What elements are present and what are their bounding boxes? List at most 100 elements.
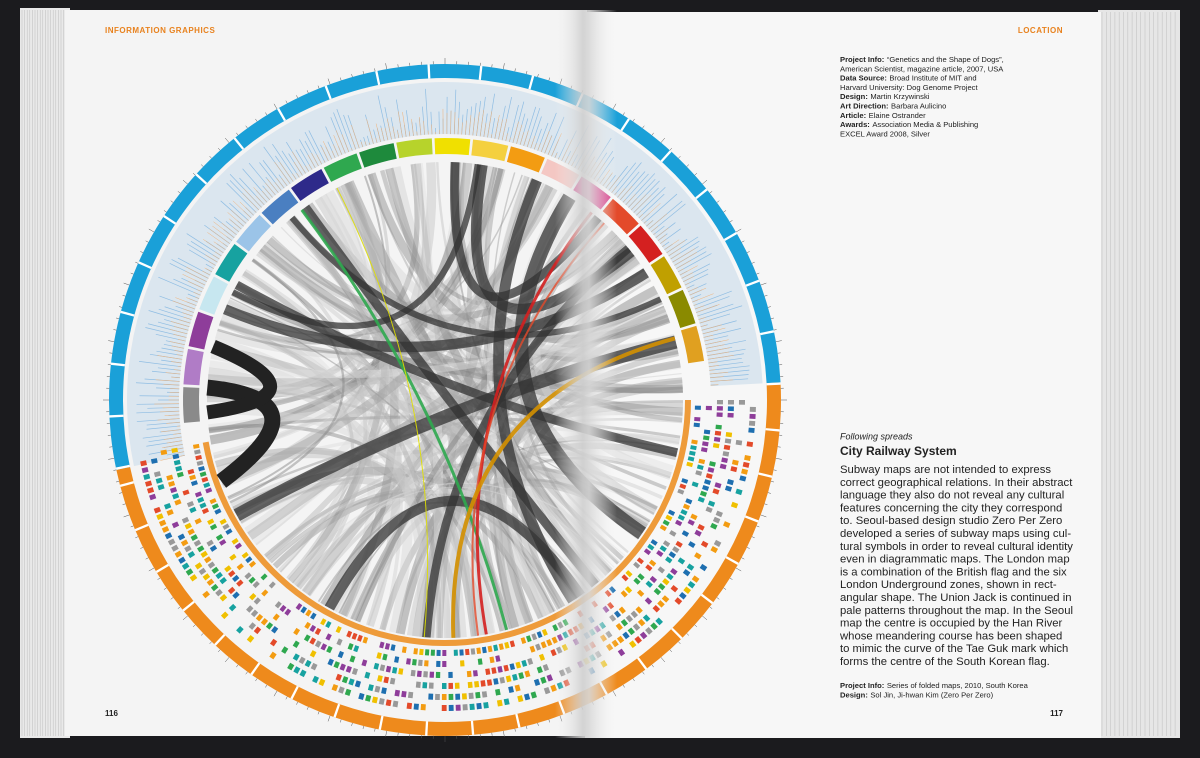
ideogram — [650, 256, 682, 295]
track-bar — [627, 627, 636, 636]
tick — [135, 536, 139, 539]
hist-orange — [351, 148, 353, 151]
hist-orange — [689, 287, 707, 296]
track-bar — [650, 539, 658, 546]
track-bar — [700, 540, 709, 548]
track-bar — [209, 498, 217, 505]
track-bar — [423, 671, 428, 678]
track-bar — [215, 534, 224, 541]
hist-orange — [322, 141, 332, 160]
track-bar — [508, 686, 515, 694]
tick — [209, 155, 212, 159]
track-bar — [639, 631, 648, 640]
track-bar — [197, 496, 205, 504]
hist-orange — [423, 120, 425, 135]
track-bar — [487, 645, 493, 653]
hist-orange — [398, 111, 403, 138]
tick — [296, 95, 298, 99]
track-bar — [377, 675, 383, 682]
track-bar — [648, 559, 657, 567]
chord — [216, 449, 488, 636]
track-bar — [394, 689, 401, 697]
ideogram — [628, 225, 663, 263]
hist-orange — [196, 289, 203, 293]
segment-gap — [163, 215, 177, 225]
hist-orange — [155, 379, 180, 382]
hist-orange — [386, 118, 392, 140]
hist-blue — [146, 425, 181, 430]
track-bar — [441, 693, 447, 700]
track-bar — [677, 514, 685, 521]
track-bar — [381, 687, 387, 695]
hist-orange — [166, 422, 180, 424]
track-bar — [503, 698, 510, 706]
project-info-text: Martin Krzywinski — [870, 92, 929, 101]
tick — [760, 282, 767, 286]
track-bar — [515, 661, 522, 669]
track-bar — [643, 548, 652, 556]
track-bar — [201, 476, 209, 483]
ideogram — [291, 169, 329, 201]
tick — [709, 191, 713, 194]
track-bar — [234, 542, 242, 550]
track-bar — [436, 660, 441, 667]
hist-orange — [533, 143, 537, 150]
track-bar — [260, 618, 269, 626]
ideogram — [188, 311, 214, 350]
track-bar — [374, 685, 381, 693]
track-bar — [715, 424, 722, 430]
track-bar — [742, 461, 750, 468]
hist-orange — [709, 369, 716, 371]
track-bar — [272, 613, 280, 621]
track-bar — [707, 467, 715, 473]
hist-orange — [526, 138, 531, 148]
track-bar — [146, 487, 155, 494]
track-bar — [180, 539, 189, 547]
tick — [140, 251, 144, 253]
segment-gap — [138, 261, 152, 270]
hist-orange — [375, 137, 378, 143]
track-bar — [514, 684, 521, 692]
hist-orange — [709, 371, 729, 375]
track-bar — [677, 557, 686, 565]
track-bar — [249, 593, 257, 601]
hist-orange — [281, 177, 288, 187]
tick — [702, 615, 708, 621]
track-bar — [194, 449, 201, 455]
track-bar — [481, 691, 488, 698]
track-bar — [670, 567, 678, 576]
segment-gap — [233, 137, 245, 150]
hist-orange — [454, 112, 456, 135]
track-bar — [504, 641, 510, 649]
ideogram — [215, 243, 248, 282]
hist-blue — [226, 182, 257, 213]
track-bar — [686, 563, 695, 571]
tick — [526, 71, 528, 75]
hist-orange — [537, 143, 541, 151]
hist-orange — [693, 304, 697, 306]
track-bar — [491, 667, 497, 674]
hist-orange — [172, 300, 196, 310]
segment-gap — [333, 703, 341, 718]
tick — [224, 137, 230, 143]
track-bar — [678, 591, 687, 600]
track-bar — [616, 635, 625, 644]
hist-orange — [165, 372, 181, 375]
track-bar — [461, 693, 467, 700]
hist-orange — [625, 194, 636, 205]
track-bar — [536, 666, 543, 674]
track-bar — [174, 499, 182, 506]
chord — [292, 215, 403, 631]
track-bar — [712, 488, 720, 495]
track-bar — [455, 704, 461, 711]
chord — [288, 181, 389, 584]
tick — [773, 329, 777, 331]
track-bar — [271, 626, 279, 634]
track-bar — [253, 626, 262, 635]
ideogram — [680, 325, 705, 364]
track-bar — [690, 445, 697, 451]
body-line: developed a series of subway maps using … — [840, 528, 1071, 540]
track-bar — [333, 661, 340, 669]
hist-blue — [709, 365, 750, 371]
track-bar — [624, 586, 633, 594]
